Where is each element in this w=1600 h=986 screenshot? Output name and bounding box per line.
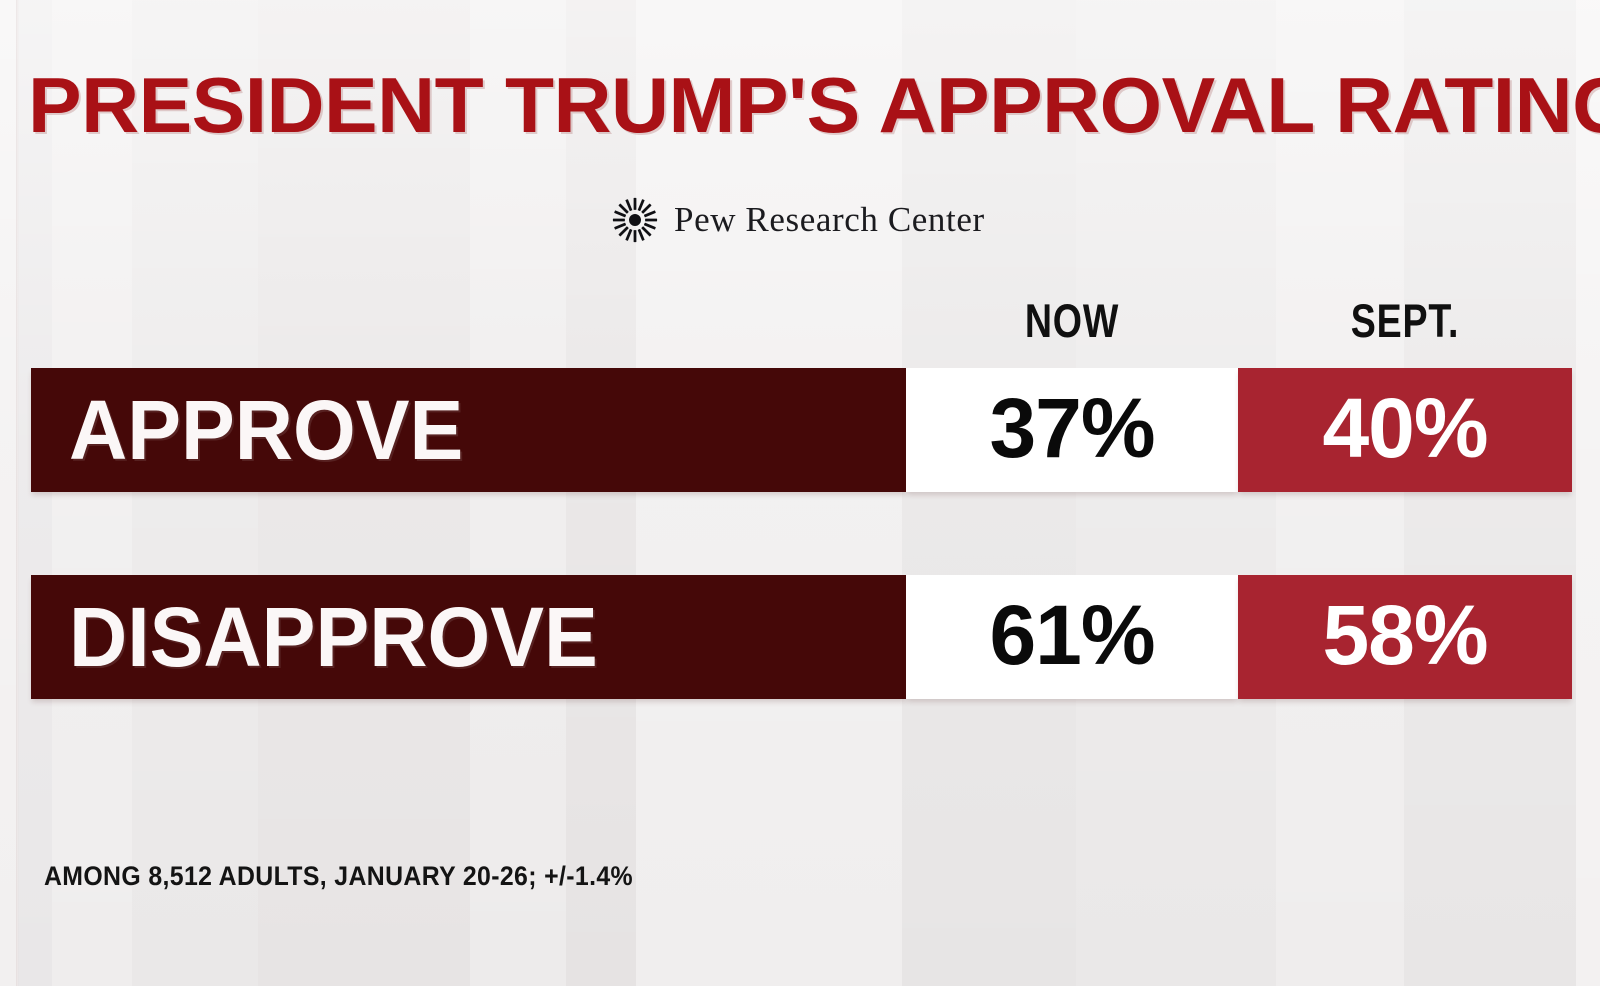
value-disapprove-sept: 58% bbox=[1322, 588, 1488, 682]
column-header-now: NOW bbox=[1024, 294, 1120, 347]
pew-starburst-icon bbox=[612, 197, 658, 243]
row-label-text: APPROVE bbox=[69, 383, 464, 477]
value-approve-sept: 40% bbox=[1322, 381, 1488, 475]
row-label-text: DISAPPROVE bbox=[69, 590, 598, 684]
value-approve-now: 37% bbox=[989, 381, 1155, 475]
cell-approve-sept: 40% bbox=[1238, 368, 1572, 492]
cell-disapprove-now: 61% bbox=[906, 575, 1238, 699]
value-disapprove-now: 61% bbox=[989, 588, 1155, 682]
row-label-disapprove: DISAPPROVE bbox=[31, 575, 906, 699]
cell-approve-now: 37% bbox=[906, 368, 1238, 492]
row-label-approve: APPROVE bbox=[31, 368, 906, 492]
source-logo-text: Pew Research Center bbox=[674, 200, 985, 239]
cell-disapprove-sept: 58% bbox=[1238, 575, 1572, 699]
page-title: PRESIDENT TRUMP'S APPROVAL RATING bbox=[28, 61, 1600, 149]
footnote: AMONG 8,512 ADULTS, JANUARY 20-26; +/-1.… bbox=[44, 861, 634, 891]
source-logo: Pew Research Center bbox=[612, 192, 985, 248]
column-header-sept: SEPT. bbox=[1350, 294, 1460, 347]
